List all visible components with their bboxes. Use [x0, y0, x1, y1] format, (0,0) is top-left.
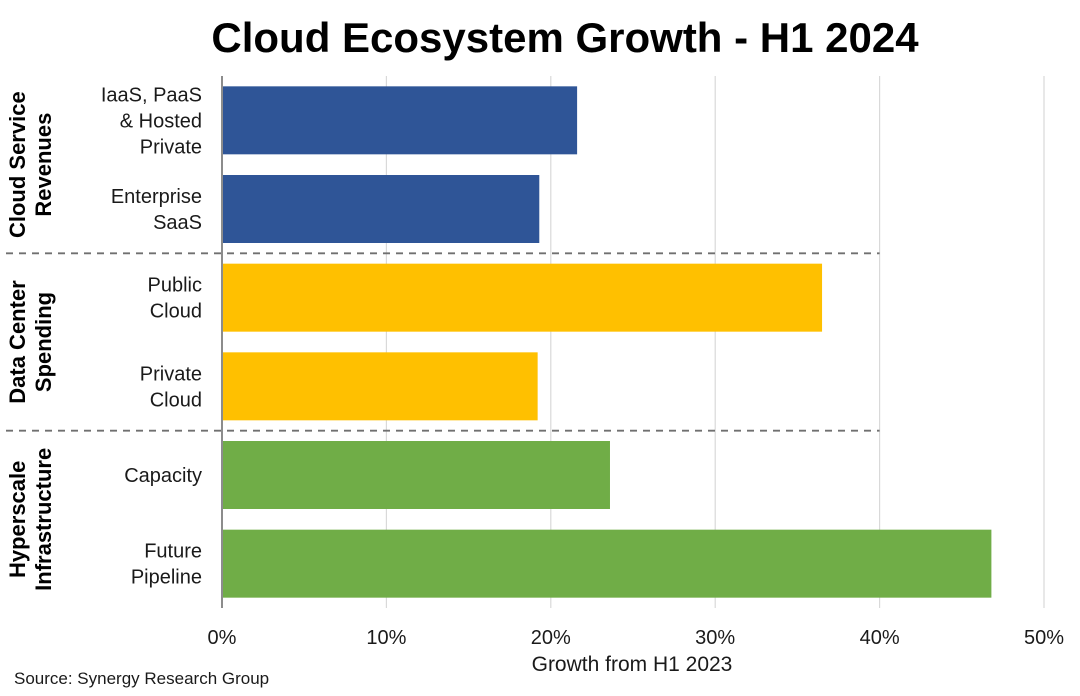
x-tick-label: 10% [366, 627, 406, 649]
category-labels: IaaS, PaaS & Hosted Private Enterprise SaaS P… [101, 84, 202, 588]
bars [222, 86, 992, 598]
category-label: Enterprise [111, 186, 202, 208]
group-labels: Cloud Service Revenues Data Center Spending… [5, 91, 56, 591]
group-label: Data Center [5, 280, 30, 404]
bar [222, 352, 538, 421]
x-tick-label: 50% [1024, 627, 1064, 649]
category-label: Private [140, 363, 202, 385]
x-axis-label: Growth from H1 2023 [532, 653, 733, 676]
source-note: Source: Synergy Research Group [14, 669, 269, 688]
gridlines [385, 76, 1045, 608]
group-label: Spending [31, 292, 56, 392]
category-label: Public [148, 275, 202, 297]
x-tick-label: 30% [695, 627, 735, 649]
category-label: Private [140, 136, 202, 158]
group-label: Hyperscale [5, 461, 30, 578]
bar [222, 441, 610, 509]
x-tick-label: 20% [531, 627, 571, 649]
category-label: SaaS [153, 212, 202, 234]
category-label: Cloud [150, 301, 202, 323]
chart-title: Cloud Ecosystem Growth - H1 2024 [211, 14, 919, 61]
category-label: Capacity [124, 465, 202, 487]
x-tick-label: 0% [208, 627, 237, 649]
category-label: & Hosted [120, 110, 202, 132]
category-label: Cloud [150, 389, 202, 411]
category-label: IaaS, PaaS [101, 84, 202, 106]
bar [222, 175, 540, 243]
category-label: Future [144, 541, 202, 563]
bar [222, 86, 578, 155]
group-separators [6, 252, 880, 432]
bar [222, 263, 823, 332]
group-label: Infrastructure [31, 448, 56, 591]
x-tick-label: 40% [860, 627, 900, 649]
group-label: Cloud Service [5, 91, 30, 238]
category-label: Pipeline [131, 567, 202, 589]
x-tick-labels: 0% 10% 20% 30% 40% 50% [208, 627, 1065, 649]
group-label: Revenues [31, 113, 56, 217]
bar [222, 529, 992, 598]
